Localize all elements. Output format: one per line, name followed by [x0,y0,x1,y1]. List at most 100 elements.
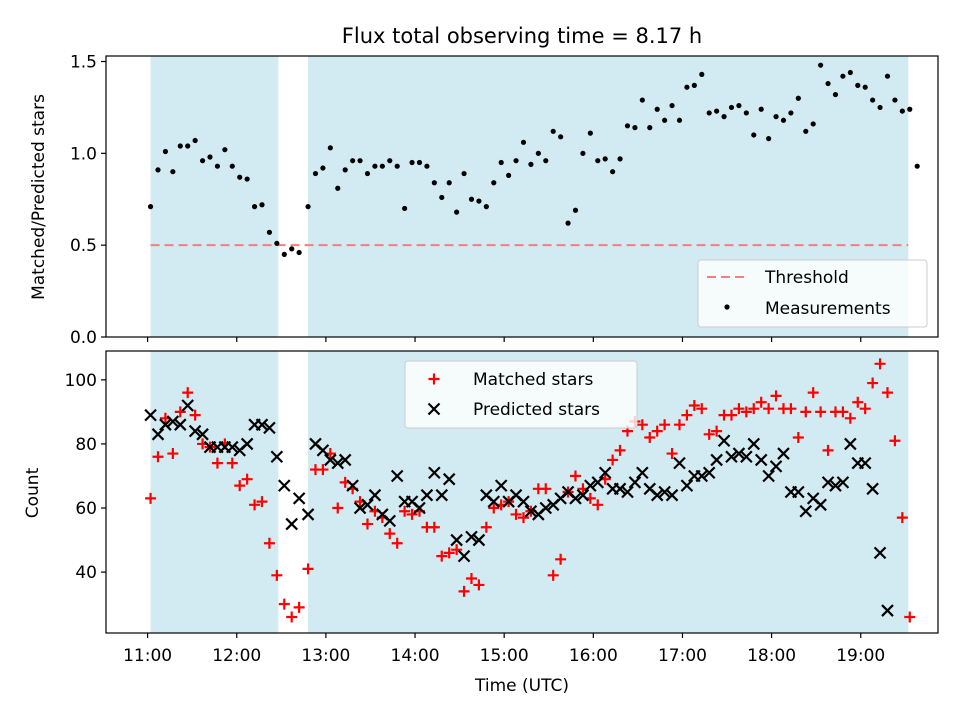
matched-stars-points [145,358,916,623]
matched-star-point [555,553,567,565]
measurement-point [669,102,675,109]
measurement-point [699,71,705,77]
predicted-star-point [292,492,306,505]
predicted-star-point [717,434,731,448]
predicted-star-point [658,485,671,499]
measurement-point [244,176,250,182]
measurement-point [520,139,527,145]
matched-star-point [317,464,329,476]
measurement-point [214,163,221,169]
matched-star-point [889,435,901,447]
bottom-y-axis-label: Count [23,467,43,518]
measurement-point [498,159,504,166]
top-y-tick-label: 0.5 [70,236,97,256]
measurement-point [289,246,295,252]
bottom-axis-ticks: 40 60 80 100 11:00 12:00 13:00 14:00 15:00 16:00 1… [65,371,886,666]
predicted-star-point [285,517,298,531]
matched-star-point [703,428,715,440]
predicted-star-point [576,488,590,502]
measurement-point [847,69,853,76]
measurement-point [147,204,154,210]
measurement-points [147,62,920,257]
predicted-star-point [331,456,345,470]
predicted-star-point [754,453,768,467]
predicted-star-point [420,488,434,502]
measurement-point [624,123,631,129]
predicted-star-point [472,533,486,547]
matched-star-point [681,409,693,421]
measurement-point [572,207,579,213]
predicted-star-point [873,546,887,560]
matched-star-point [278,598,290,610]
measurement-point [394,163,400,169]
predicted-star-point [188,424,202,438]
measurement-point [766,136,772,142]
matched-star-point [399,505,411,517]
measurement-point [335,185,341,191]
top-legend-box [697,259,928,328]
measurement-point [862,84,868,90]
predicted-star-point [442,472,456,486]
measurement-point [281,251,287,257]
matched-star-point [881,387,893,399]
matched-star-point [458,585,470,597]
matched-star-point [763,403,775,415]
measurement-point [222,147,228,153]
matched-star-point [443,547,455,559]
measurement-point [565,220,571,226]
x-tick-label: 17:00 [658,646,707,666]
measurement-point [684,84,690,90]
x-tick-label: 14:00 [391,646,440,666]
measurement-point [350,158,356,164]
bottom-y-tick-label: 100 [65,371,97,391]
predicted-star-point [450,533,463,547]
legend-predicted-label: Predicted stars [473,400,600,420]
matched-star-point [361,518,373,530]
predicted-star-point [747,437,761,451]
matched-star-point [263,537,275,549]
measurement-point [810,121,816,127]
measurement-point [185,143,191,149]
matched-star-point [874,358,886,370]
measurement-point [364,170,371,177]
predicted-star-point [665,488,679,502]
predicted-star-point [174,418,187,431]
measurement-point [372,163,378,169]
matched-star-point [167,448,179,460]
predicted-star-point [569,492,582,505]
matched-star-point [666,448,678,460]
predicted-star-point [413,501,426,515]
matched-star-point [815,406,827,418]
predicted-star-point [457,549,471,563]
measurement-point [780,117,787,123]
legend-measurements-label: Measurements [765,299,891,319]
predicted-star-point [487,495,501,508]
predicted-stars-points [144,399,894,617]
measurement-point [513,158,519,164]
measurement-point [818,62,824,68]
predicted-star-point [695,469,709,483]
matched-star-point [293,601,305,613]
measurement-point [454,209,460,215]
predicted-star-point [324,453,337,467]
matched-star-point [614,444,626,456]
matched-star-point [607,454,619,466]
predicted-star-point [621,485,634,499]
predicted-star-point [428,466,441,480]
measurement-point [654,106,660,112]
measurement-point [587,130,593,136]
predicted-star-point [613,482,627,496]
predicted-star-point [740,450,753,464]
matched-star-point [696,403,708,415]
measurement-point [773,114,779,120]
matched-star-point [733,403,745,415]
matched-star-point [145,492,157,504]
chart-title: Flux total observing time = 8.17 h [342,24,702,48]
measurement-point [825,80,831,87]
measurement-point [296,249,302,256]
top-y-axis-label: Matched/Predicted stars [29,94,49,300]
measurement-point [892,97,898,103]
matched-star-point [837,406,849,418]
matched-star-point [896,512,908,524]
